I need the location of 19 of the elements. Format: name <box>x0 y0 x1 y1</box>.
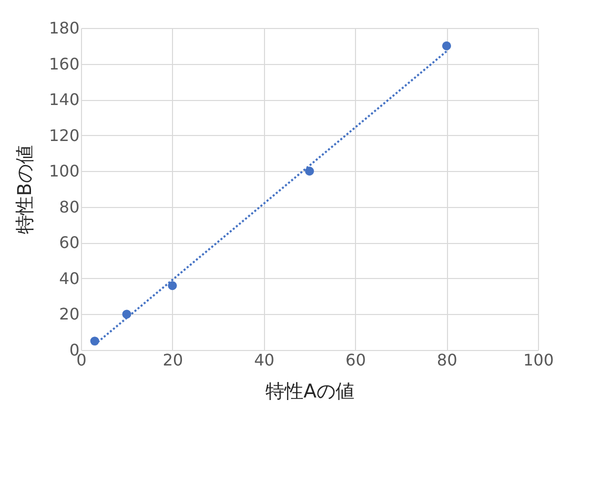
x-tick-label: 60 <box>346 350 366 370</box>
y-tick-label: 120 <box>48 126 80 145</box>
point <box>168 281 177 290</box>
x-tick-label: 100 <box>523 350 554 370</box>
x-tick-label: 80 <box>436 350 458 370</box>
x-tick-label: 40 <box>254 350 274 370</box>
y-tick-label: 20 <box>59 304 80 324</box>
point <box>305 166 314 176</box>
x-tick-label: 20 <box>162 350 184 370</box>
y-tick-label: 40 <box>59 268 80 288</box>
y-tick-label: 100 <box>48 162 80 181</box>
y-tick-label: 160 <box>48 54 80 74</box>
y-tick-label: 80 <box>59 197 80 216</box>
y-tick-label: 140 <box>48 90 80 110</box>
y-tick-label: 60 <box>59 233 80 252</box>
y-axis-title: 特性Bの値 <box>14 144 36 234</box>
point <box>442 41 452 50</box>
y-tick-label: 180 <box>48 18 80 38</box>
x-axis-title: 特性Aの値 <box>266 380 354 402</box>
